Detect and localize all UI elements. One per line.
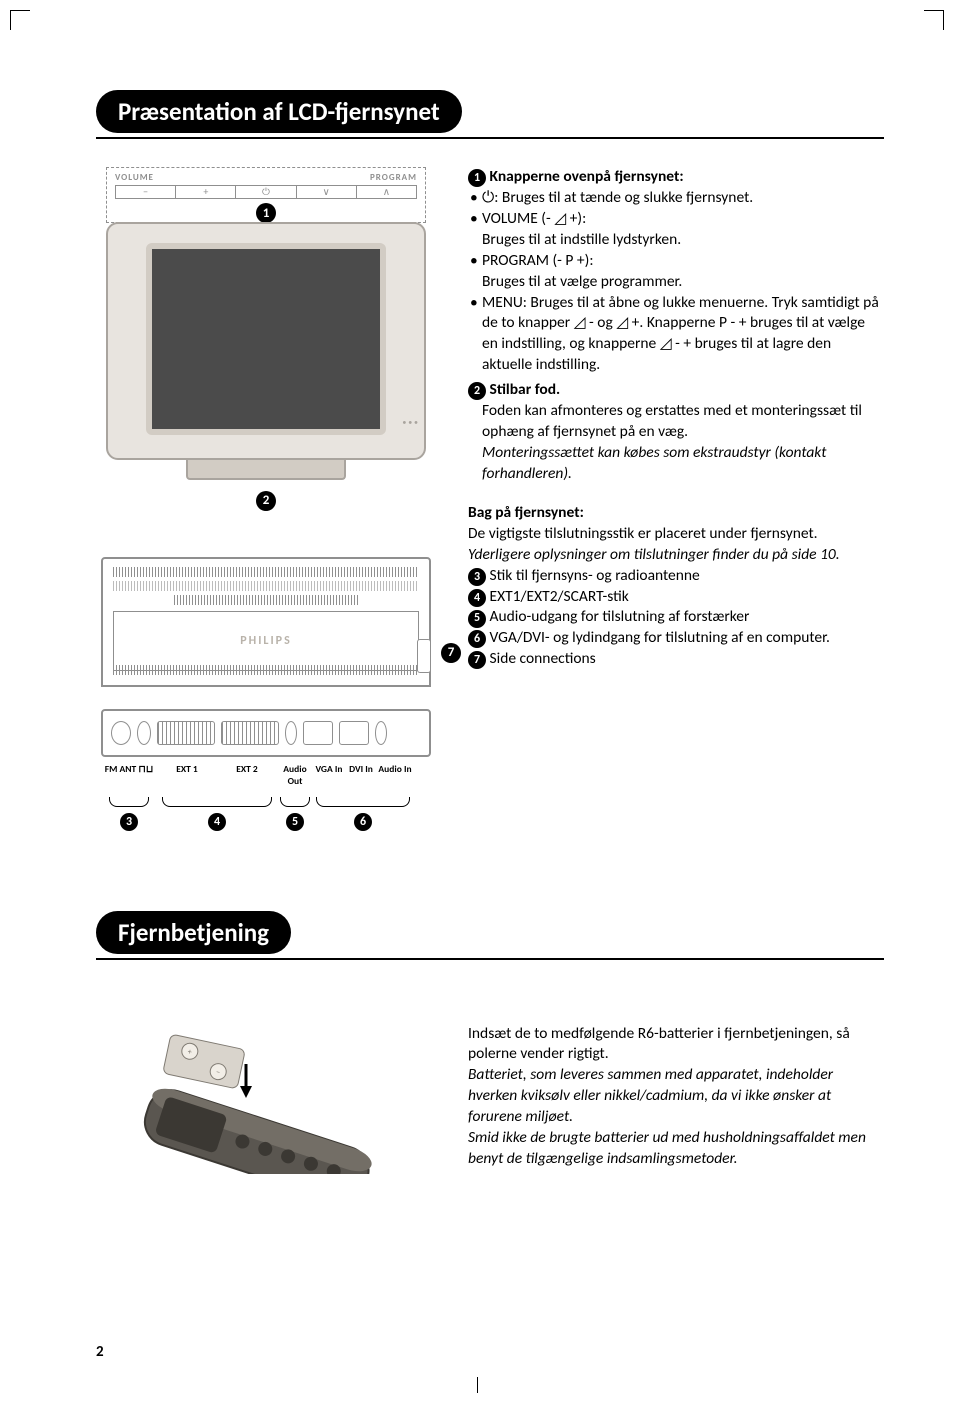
list-item: ⏻: Bruges til at tænde og slukke fjernsy… xyxy=(468,188,884,209)
bullet-2-icon: 2 xyxy=(468,382,486,400)
para-italic: Yderligere oplysninger om tilslutninger … xyxy=(468,545,884,566)
conn-label: EXT 2 xyxy=(217,763,277,787)
rule-2 xyxy=(96,958,884,960)
bullet-7-icon: 7 xyxy=(468,651,486,669)
list-item: Side connections xyxy=(490,649,596,668)
section-presentation: Præsentation af LCD-fjernsynet VOLUME PR… xyxy=(96,90,884,831)
heading-knapperne: Knapperne ovenpå fjernsynet: xyxy=(490,167,684,186)
callout-5-icon: 5 xyxy=(286,813,304,831)
panel-btn: ∨ xyxy=(297,186,357,198)
para: De vigtigste tilslutningsstik er placere… xyxy=(468,524,884,545)
section-title-2: Fjernbetjening xyxy=(96,911,291,954)
figures-column: VOLUME PROGRAM − + ⏻ ∨ ∧ 1 • • • xyxy=(96,167,436,831)
bullet-3-icon: 3 xyxy=(468,568,486,586)
list-item: VOLUME (- ◿ +): Bruges til at indstille … xyxy=(468,209,884,251)
remote-figure: + − xyxy=(116,1024,406,1174)
list-item: Stik til fjernsyns- og radioantenne xyxy=(490,566,700,585)
brand-label: PHILIPS xyxy=(113,611,419,671)
list-item: PROGRAM (- P +): Bruges til at vælge pro… xyxy=(468,251,884,293)
list-item: Audio-udgang for tilslutning af forstærk… xyxy=(490,607,750,626)
callout-6-icon: 6 xyxy=(354,813,372,831)
program-label: PROGRAM xyxy=(370,172,417,183)
panel-btn: ∧ xyxy=(357,186,416,198)
heading-stilbar: Stilbar fod. xyxy=(490,380,561,399)
conn-label: DVI In xyxy=(345,763,377,787)
conn-label: Audio Out xyxy=(277,763,313,787)
list-item: MENU: Bruges til at åbne og lukke menuer… xyxy=(468,293,884,377)
panel-btn: ⏻ xyxy=(236,186,296,198)
bullet-4-icon: 4 xyxy=(468,589,486,607)
para: Indsæt de to medfølgende R6-batterier i … xyxy=(468,1024,884,1066)
para-italic: Batteriet, som leveres sammen med appara… xyxy=(468,1065,884,1128)
tv-front-figure: VOLUME PROGRAM − + ⏻ ∨ ∧ 1 • • • xyxy=(106,167,426,511)
bullet-6-icon: 6 xyxy=(468,630,486,648)
bullet-5-icon: 5 xyxy=(468,610,486,628)
rule-1 xyxy=(96,137,884,139)
page-number: 2 xyxy=(96,1343,104,1361)
list-item: VGA/DVI- og lydindgang for tilslutning a… xyxy=(490,628,830,647)
text-column-1: 1 Knapperne ovenpå fjernsynet: ⏻: Bruges… xyxy=(468,167,884,831)
heading-bag: Bag på fjernsynet: xyxy=(468,503,584,522)
panel-btn: − xyxy=(116,186,176,198)
callout-3-icon: 3 xyxy=(120,813,138,831)
para-italic: Smid ikke de brugte batterier ud med hus… xyxy=(468,1128,884,1170)
panel-btn: + xyxy=(176,186,236,198)
para-italic: Monteringssættet kan købes som ekstrauds… xyxy=(468,443,884,485)
para: Foden kan afmonteres og erstattes med et… xyxy=(468,401,884,443)
conn-label: Audio In xyxy=(377,763,413,787)
callout-4-icon: 4 xyxy=(208,813,226,831)
conn-label: EXT 1 xyxy=(157,763,217,787)
callout-1-icon: 1 xyxy=(256,203,276,223)
section-remote: Fjernbetjening + − xyxy=(96,911,884,1174)
text-column-2: Indsæt de to medfølgende R6-batterier i … xyxy=(468,988,884,1174)
callout-2-icon: 2 xyxy=(256,491,276,511)
bullet-1-icon: 1 xyxy=(468,169,486,187)
section-title-1: Præsentation af LCD-fjernsynet xyxy=(96,90,462,133)
callout-7-icon: 7 xyxy=(441,643,461,663)
list-item: EXT1/EXT2/SCART-stik xyxy=(490,587,629,606)
conn-label: FM ANT ⊓⊔ xyxy=(101,763,157,787)
tv-rear-figure: PHILIPS 7 FM ANT ⊓⊔ EXT xyxy=(101,557,431,831)
conn-label: VGA In xyxy=(313,763,345,787)
volume-label: VOLUME xyxy=(115,172,154,183)
